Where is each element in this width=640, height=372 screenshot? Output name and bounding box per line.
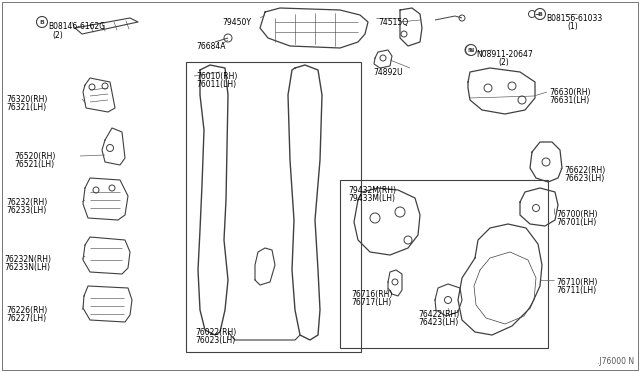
Circle shape — [380, 55, 386, 61]
Circle shape — [404, 236, 412, 244]
Circle shape — [224, 34, 232, 42]
Text: 74892U: 74892U — [373, 68, 403, 77]
Text: 76023(LH): 76023(LH) — [195, 336, 236, 345]
Bar — [340, 180, 548, 348]
Text: 76520(RH): 76520(RH) — [14, 152, 56, 161]
Circle shape — [106, 144, 113, 151]
Text: 76226(RH): 76226(RH) — [6, 306, 47, 315]
Circle shape — [102, 83, 108, 89]
Circle shape — [518, 96, 526, 104]
Circle shape — [93, 187, 99, 193]
Text: 76684A: 76684A — [196, 42, 225, 51]
Text: 76422(RH): 76422(RH) — [418, 310, 460, 319]
Circle shape — [445, 296, 451, 304]
Text: B: B — [40, 19, 44, 25]
Text: 76321(LH): 76321(LH) — [6, 103, 46, 112]
Text: 76320(RH): 76320(RH) — [6, 95, 47, 104]
Circle shape — [459, 15, 465, 21]
Text: 76227(LH): 76227(LH) — [6, 314, 46, 323]
Circle shape — [542, 158, 550, 166]
Text: N: N — [468, 48, 472, 52]
Text: 76630(RH): 76630(RH) — [549, 88, 591, 97]
Text: (2): (2) — [52, 31, 63, 40]
Text: 76710(RH): 76710(RH) — [556, 278, 597, 287]
Circle shape — [370, 213, 380, 223]
Circle shape — [465, 45, 477, 55]
Circle shape — [532, 205, 540, 212]
Circle shape — [508, 82, 516, 90]
Text: 76010(RH): 76010(RH) — [196, 72, 237, 81]
Text: 76423(LH): 76423(LH) — [418, 318, 458, 327]
Circle shape — [36, 16, 47, 28]
Circle shape — [89, 84, 95, 90]
Circle shape — [109, 185, 115, 191]
Text: 76233N(LH): 76233N(LH) — [4, 263, 50, 272]
Text: 76233(LH): 76233(LH) — [6, 206, 46, 215]
Text: 76716(RH): 76716(RH) — [351, 290, 392, 299]
Text: 79433M(LH): 79433M(LH) — [348, 194, 395, 203]
Text: 79432M(RH): 79432M(RH) — [348, 186, 396, 195]
Circle shape — [465, 45, 475, 55]
Text: 74515Q: 74515Q — [378, 18, 408, 27]
Text: 76022(RH): 76022(RH) — [195, 328, 236, 337]
Text: 76232(RH): 76232(RH) — [6, 198, 47, 207]
Circle shape — [534, 9, 545, 19]
Text: B08146-6162G: B08146-6162G — [48, 22, 105, 31]
Circle shape — [392, 279, 398, 285]
Circle shape — [484, 84, 492, 92]
Text: 76011(LH): 76011(LH) — [196, 80, 236, 89]
Text: B08156-61033: B08156-61033 — [546, 14, 602, 23]
Bar — [186, 62, 361, 352]
Text: 76232N(RH): 76232N(RH) — [4, 255, 51, 264]
Circle shape — [401, 31, 407, 37]
Text: 76711(LH): 76711(LH) — [556, 286, 596, 295]
Text: 76700(RH): 76700(RH) — [556, 210, 598, 219]
Circle shape — [529, 10, 536, 17]
Text: 76622(RH): 76622(RH) — [564, 166, 605, 175]
Text: N08911-20647: N08911-20647 — [476, 50, 532, 59]
Text: 79450Y: 79450Y — [222, 18, 251, 27]
Text: 76521(LH): 76521(LH) — [14, 160, 54, 169]
Text: 76631(LH): 76631(LH) — [549, 96, 589, 105]
Text: .J76000 N: .J76000 N — [597, 357, 634, 366]
Text: (1): (1) — [567, 22, 578, 31]
Text: 76701(LH): 76701(LH) — [556, 218, 596, 227]
Text: 76717(LH): 76717(LH) — [351, 298, 391, 307]
Circle shape — [395, 207, 405, 217]
Text: 76623(LH): 76623(LH) — [564, 174, 604, 183]
Text: B: B — [538, 12, 543, 16]
Text: (2): (2) — [498, 58, 509, 67]
Text: N: N — [468, 48, 474, 52]
